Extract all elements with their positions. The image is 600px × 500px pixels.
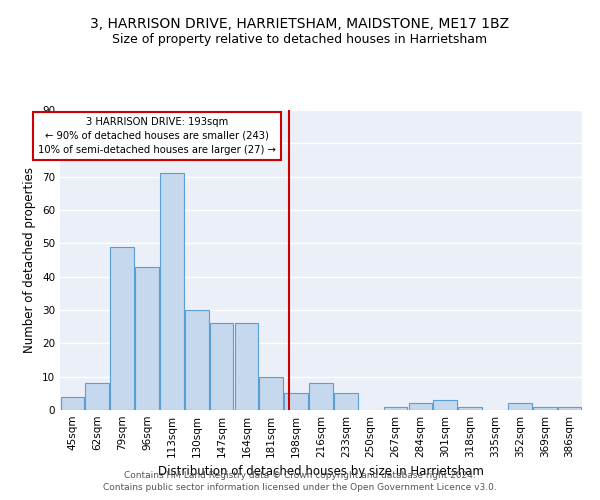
Bar	[160, 174, 184, 410]
Bar	[85, 384, 109, 410]
Bar	[433, 400, 457, 410]
X-axis label: Distribution of detached houses by size in Harrietsham: Distribution of detached houses by size …	[158, 466, 484, 478]
Bar	[458, 406, 482, 410]
Text: 3, HARRISON DRIVE, HARRIETSHAM, MAIDSTONE, ME17 1BZ: 3, HARRISON DRIVE, HARRIETSHAM, MAIDSTON…	[91, 18, 509, 32]
Bar	[61, 396, 84, 410]
Bar	[309, 384, 333, 410]
Text: Contains HM Land Registry data © Crown copyright and database right 2024.
Contai: Contains HM Land Registry data © Crown c…	[103, 471, 497, 492]
Bar	[259, 376, 283, 410]
Bar	[110, 246, 134, 410]
Bar	[334, 394, 358, 410]
Bar	[185, 310, 209, 410]
Bar	[135, 266, 159, 410]
Bar	[508, 404, 532, 410]
Text: 3 HARRISON DRIVE: 193sqm
← 90% of detached houses are smaller (243)
10% of semi-: 3 HARRISON DRIVE: 193sqm ← 90% of detach…	[38, 116, 276, 154]
Bar	[409, 404, 432, 410]
Bar	[235, 324, 258, 410]
Bar	[210, 324, 233, 410]
Text: Size of property relative to detached houses in Harrietsham: Size of property relative to detached ho…	[112, 32, 488, 46]
Bar	[384, 406, 407, 410]
Bar	[284, 394, 308, 410]
Bar	[533, 406, 557, 410]
Bar	[558, 406, 581, 410]
Y-axis label: Number of detached properties: Number of detached properties	[23, 167, 37, 353]
